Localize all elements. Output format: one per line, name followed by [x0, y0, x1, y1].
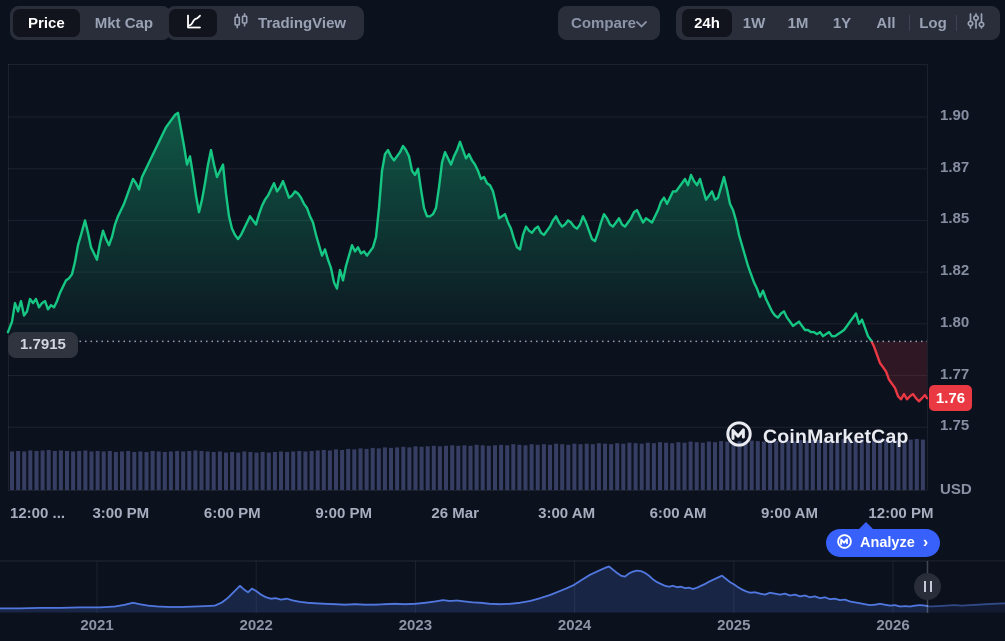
divider	[956, 15, 957, 31]
time-tick-label: 26 Mar	[431, 505, 479, 522]
chevron-down-icon	[636, 15, 647, 32]
watermark: CoinMarketCap	[724, 419, 909, 455]
chart-type-toggle: TradingView	[166, 6, 365, 40]
price-tick-label: 1.85	[940, 210, 970, 228]
time-tick-label: 3:00 AM	[538, 505, 596, 522]
time-tick-label: 3:00 PM	[92, 505, 150, 522]
time-tick-label: 6:00 PM	[203, 505, 261, 522]
line-chart-icon	[184, 12, 203, 35]
year-tick-label: 2022	[239, 617, 273, 634]
time-tick-label: 6:00 AM	[649, 505, 707, 522]
tradingview-label: TradingView	[258, 14, 347, 32]
chevron-right-icon: ›	[922, 534, 929, 551]
tab-mktcap[interactable]: Mkt Cap	[80, 9, 168, 37]
last-price-badge: 1.76	[929, 385, 972, 411]
minimap-brush-handle[interactable]	[914, 573, 941, 600]
log-scale-button[interactable]: Log	[911, 9, 955, 37]
divider	[909, 15, 910, 31]
price-tick-label: 1.82	[940, 262, 970, 280]
tradingview-button[interactable]: TradingView	[217, 9, 361, 37]
price-tick-label: 1.90	[940, 107, 970, 124]
tab-price[interactable]: Price	[13, 9, 80, 37]
line-chart-button[interactable]	[169, 9, 217, 37]
currency-label: USD	[940, 481, 972, 498]
analyze-button[interactable]: Analyze ›	[826, 529, 941, 557]
range-1y[interactable]: 1Y	[820, 9, 864, 37]
time-tick-label: 12:00 ...	[10, 505, 66, 522]
chart-settings-button[interactable]	[958, 9, 994, 37]
time-tick-label: 12:00 PM	[868, 505, 934, 522]
price-tick-label: 1.77	[940, 365, 970, 383]
price-tick-label: 1.75	[940, 417, 970, 435]
time-tick-label: 9:00 AM	[761, 505, 818, 522]
year-tick-label: 2024	[557, 617, 592, 634]
price-mktcap-toggle: Price Mkt Cap	[10, 6, 172, 40]
prev-close-label: 1.7915	[8, 332, 78, 358]
range-1w[interactable]: 1W	[732, 9, 776, 37]
coinmarketcap-logo-icon	[836, 533, 853, 554]
time-tick-label: 9:00 PM	[315, 505, 373, 522]
range-selector: 24h 1W 1M 1Y All Log	[676, 6, 1000, 40]
coinmarketcap-logo-icon	[724, 419, 754, 455]
sliders-icon	[966, 12, 986, 34]
range-1m[interactable]: 1M	[776, 9, 820, 37]
year-tick-label: 2026	[876, 617, 910, 634]
analyze-tooltip-pointer	[858, 522, 874, 530]
year-tick-label: 2025	[717, 617, 751, 634]
price-tick-label: 1.87	[940, 158, 970, 176]
compare-dropdown[interactable]: Compare	[558, 6, 660, 40]
year-tick-label: 2021	[80, 617, 114, 634]
price-tick-label: 1.80	[940, 313, 970, 331]
handle-bar	[929, 581, 932, 592]
year-tick-label: 2023	[398, 617, 433, 634]
analyze-label: Analyze	[860, 535, 915, 551]
handle-bar	[923, 581, 926, 592]
range-24h[interactable]: 24h	[682, 9, 732, 37]
watermark-text: CoinMarketCap	[763, 425, 909, 448]
range-all[interactable]: All	[864, 9, 908, 37]
candlestick-icon	[232, 12, 250, 34]
compare-label: Compare	[571, 14, 637, 32]
